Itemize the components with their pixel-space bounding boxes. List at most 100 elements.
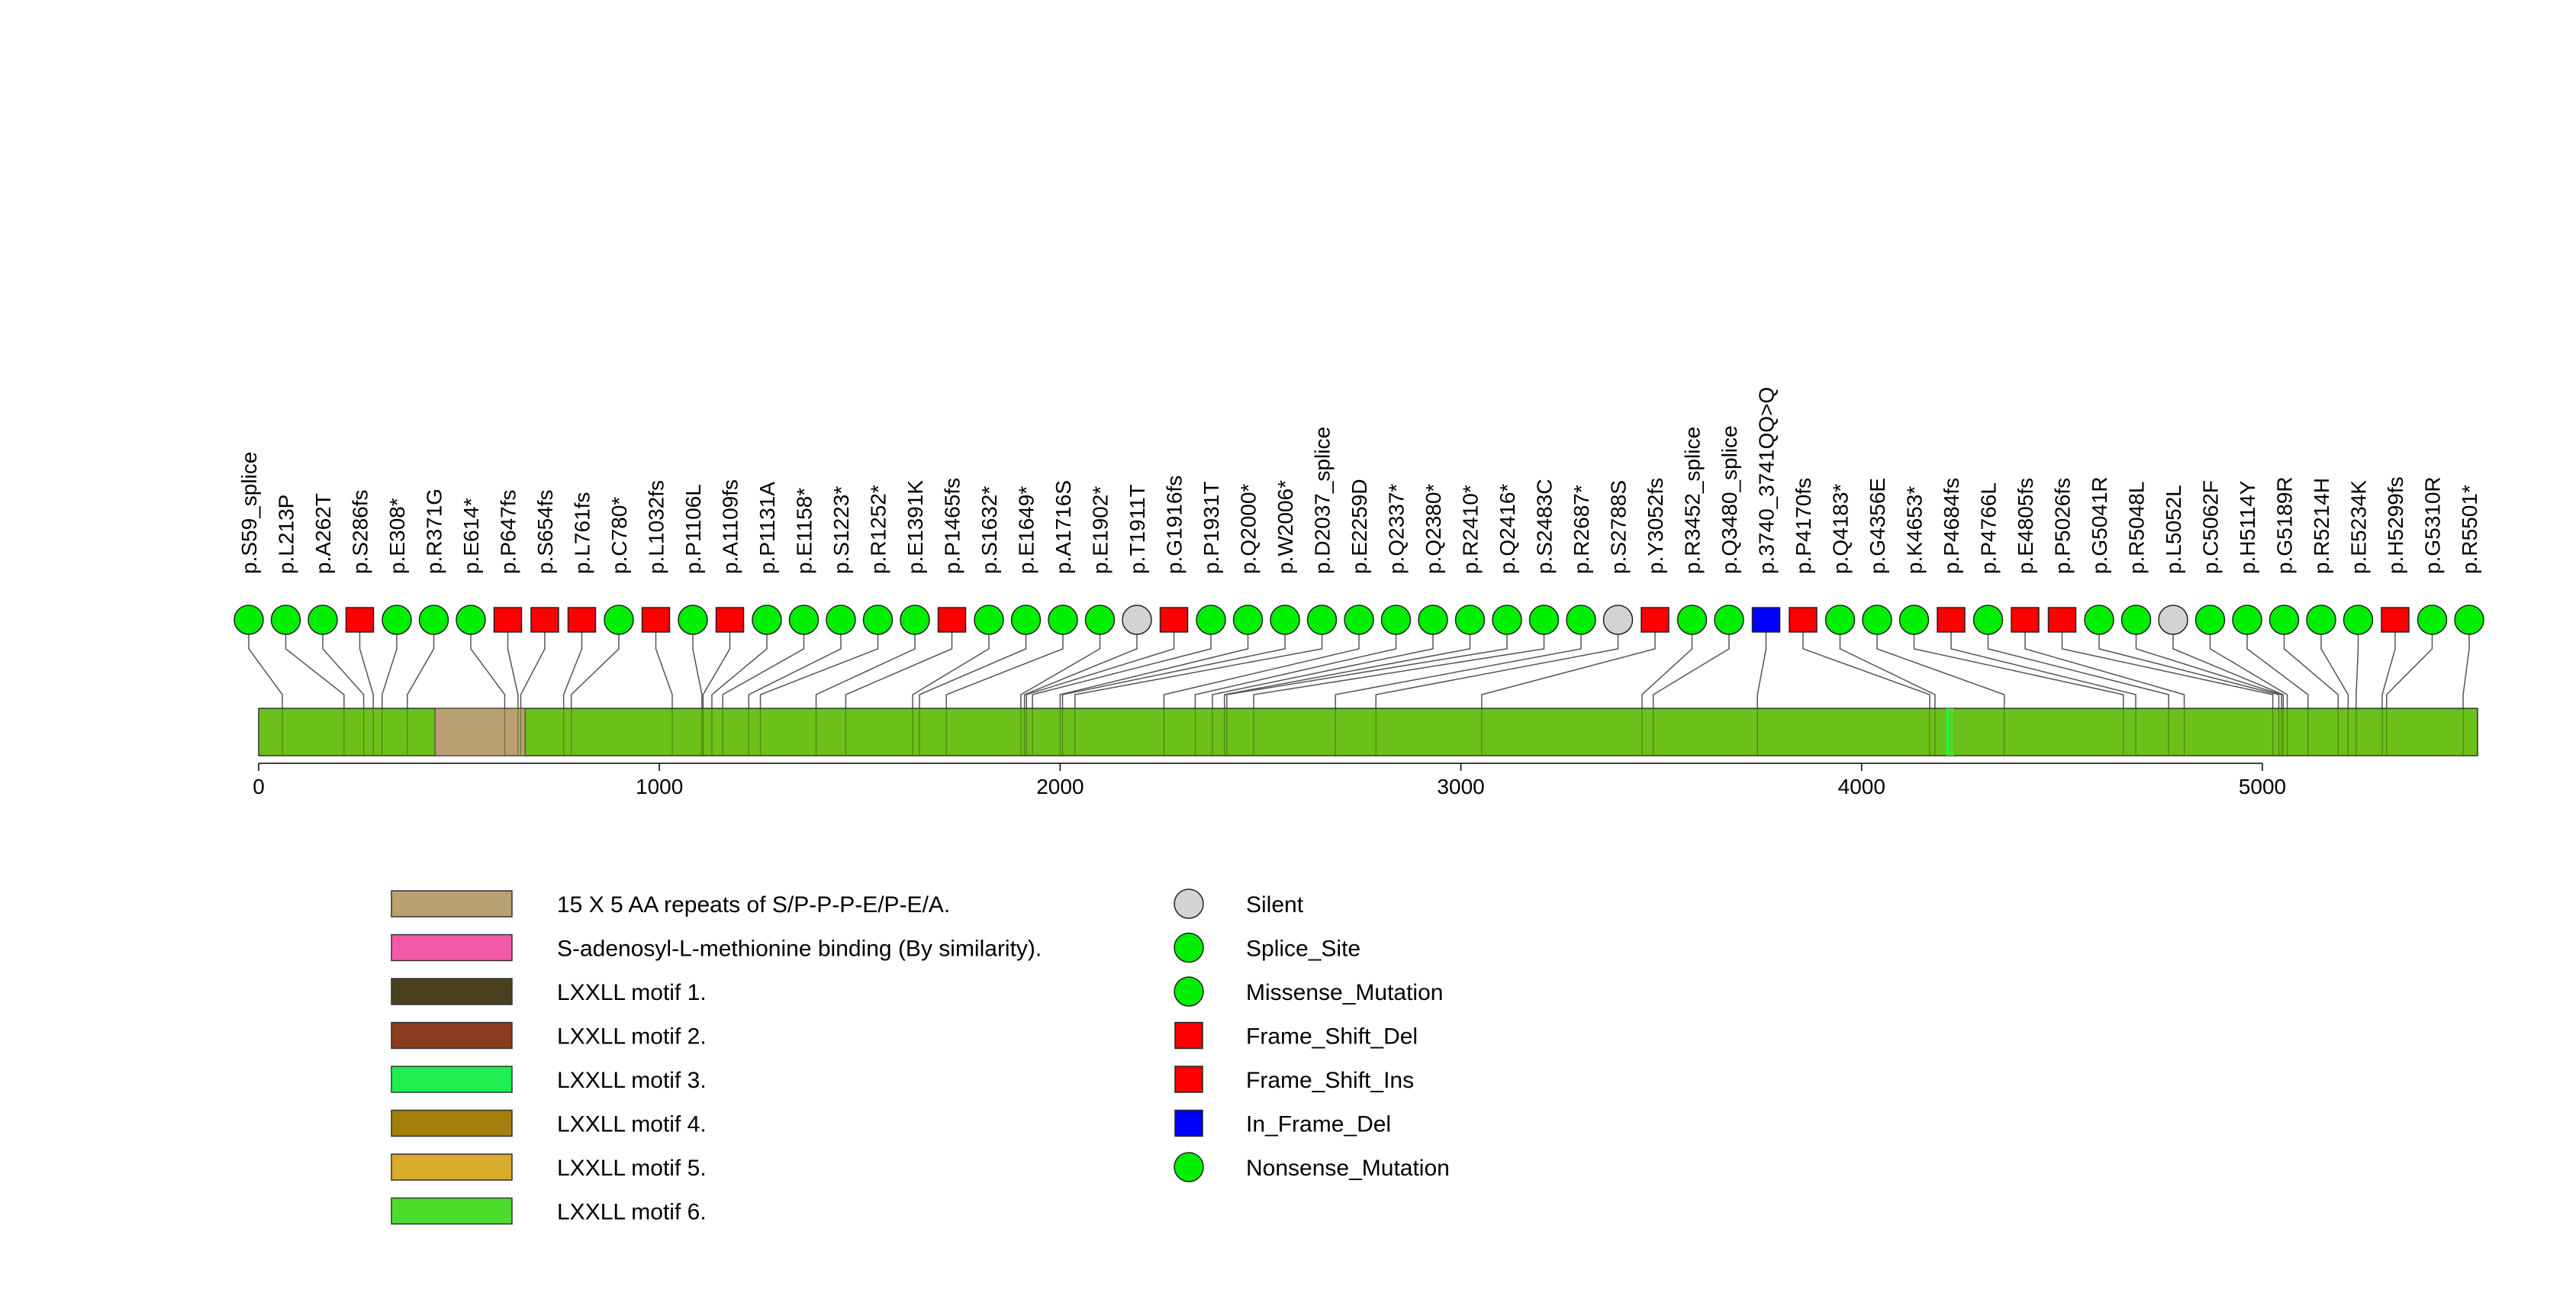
mutation-stem <box>702 632 731 708</box>
mutation-legend-marker <box>1174 888 1204 919</box>
mutation-marker <box>862 605 894 635</box>
axis-tick-label: 1000 <box>636 775 683 798</box>
mutation-stem <box>912 632 990 708</box>
mutation-stem <box>1839 632 1936 708</box>
mutation-marker <box>1528 605 1560 635</box>
label-layer: p.S59_splice p.L213P p.A262T p.S286fs p.E308… <box>237 387 2481 574</box>
mutation-marker <box>678 605 708 635</box>
domain-legend-swatch <box>391 890 513 918</box>
mutation-label: p.E614* <box>459 498 483 574</box>
mutation-marker <box>1344 605 1374 635</box>
axis-tick-label: 4000 <box>1838 775 1885 798</box>
mutation-legend-marker <box>1174 1109 1203 1137</box>
mutation-marker <box>2047 607 2077 633</box>
mutation-marker <box>788 605 819 635</box>
mutation-label: p.W2006* <box>1274 480 1297 574</box>
domain-legend-swatch <box>391 1021 513 1050</box>
mutation-stem <box>322 632 365 708</box>
mutation-marker <box>1196 605 1226 635</box>
mutation-stem <box>570 632 620 708</box>
mutation-legend-label: Nonsense_Mutation <box>1246 1156 1450 1181</box>
mutation-stem <box>285 632 345 708</box>
mutation-label: p.A1716S <box>1051 480 1075 574</box>
mutation-label: p.E1902* <box>1089 486 1113 574</box>
mutation-stem <box>1481 632 1656 708</box>
mutation-label: p.C5062F <box>2199 480 2223 574</box>
mutation-marker <box>1492 605 1522 635</box>
mutation-stem <box>2209 632 2288 708</box>
mutation-stem <box>382 632 398 708</box>
domain-legend: 15 X 5 AA repeats of S/P-P-P-E/P-E/A. S-a… <box>391 890 1042 1225</box>
mutation-label: p.Q3480_splice <box>1718 425 1741 574</box>
mutation-marker <box>1454 605 1486 635</box>
mutation-label: p.R1252* <box>867 485 890 574</box>
mutation-label: p.E5234K <box>2347 480 2371 574</box>
mutation-stem <box>722 632 805 708</box>
mutation-stem <box>2098 632 2280 708</box>
mutation-label: p.P4684fs <box>1940 478 1963 574</box>
mutation-label: p.P647fs <box>497 489 520 574</box>
mutation-label: p.S2483C <box>1533 479 1557 574</box>
mutation-stem <box>2246 632 2309 708</box>
mutation-stem <box>1987 632 2169 708</box>
mutation-label: p.S286fs <box>349 489 372 574</box>
mutation-legend-label: Missense_Mutation <box>1246 980 1443 1005</box>
mutation-stem <box>655 632 673 708</box>
mutation-marker <box>715 607 745 633</box>
protein-domain <box>434 708 526 756</box>
mutation-marker <box>1122 605 1152 635</box>
domain-legend-label: LXXLL motif 6. <box>557 1200 707 1225</box>
mutation-marker <box>1602 605 1634 635</box>
mutation-marker <box>2011 607 2040 633</box>
axis-tick-label: 5000 <box>2239 775 2286 798</box>
mutation-legend-marker <box>1174 1021 1203 1050</box>
mutation-marker <box>2417 605 2448 635</box>
mutation-label: p.P4766L <box>1977 482 2001 574</box>
protein-bar <box>258 708 2478 756</box>
domain-legend-label: LXXLL motif 2. <box>557 1024 707 1050</box>
mutation-label: p.H5114Y <box>2236 480 2259 574</box>
mutation-label: p.E1649* <box>1015 486 1038 574</box>
mutation-marker <box>1862 605 1892 635</box>
mutation-label: p.R371G <box>423 489 446 574</box>
domain-legend-label: S-adenosyl-L-methionine binding (By simi… <box>557 937 1042 962</box>
mutation-stem <box>1641 632 1693 708</box>
mutation-label: p.E2259D <box>1348 479 1371 574</box>
mutation-label: p.P1106L <box>681 484 705 574</box>
mutation-label: p.G1916fs <box>1163 476 1187 574</box>
mutation-stem <box>1876 632 2005 708</box>
mutation-marker <box>2381 607 2410 633</box>
mutation-marker <box>2268 605 2300 635</box>
mutation-label: p.G4356E <box>1866 478 1889 574</box>
mutation-marker <box>493 607 523 633</box>
mutation-label: p.E1391K <box>903 480 927 574</box>
mutation-legend-marker <box>1174 1152 1204 1182</box>
mutation-legend-marker <box>1174 932 1204 963</box>
mutation-stem <box>1061 632 1286 708</box>
mutation-stem <box>748 632 842 708</box>
mutation-stem <box>507 632 519 708</box>
mutation-stem <box>1026 632 1175 708</box>
mutation-stem <box>1757 632 1767 708</box>
mutation-marker <box>1824 605 1856 635</box>
mutation-stem <box>2061 632 2274 708</box>
mutation-label: p.E4805fs <box>2014 478 2037 574</box>
mutation-stem <box>1950 632 2136 708</box>
mutation-stem <box>2386 632 2433 708</box>
mutation-marker <box>530 607 559 633</box>
mutation-label: p.Y3052fs <box>1644 478 1667 574</box>
mutation-stem <box>1223 632 1471 708</box>
mutation-label: p.S1632* <box>977 486 1001 574</box>
mutation-marker <box>567 607 597 633</box>
mutation-stem <box>1913 632 2124 708</box>
mutation-stem <box>2462 632 2470 708</box>
mutation-label: p.G5041R <box>2088 476 2111 574</box>
mutation-label: p.P1131A <box>755 482 779 574</box>
mutation-stem <box>1074 632 1323 708</box>
mutation-marker <box>641 607 671 633</box>
domain-legend-swatch <box>391 934 513 962</box>
mutation-marker <box>270 605 301 635</box>
mutation-stem <box>2135 632 2282 708</box>
mutation-marker <box>418 605 449 635</box>
